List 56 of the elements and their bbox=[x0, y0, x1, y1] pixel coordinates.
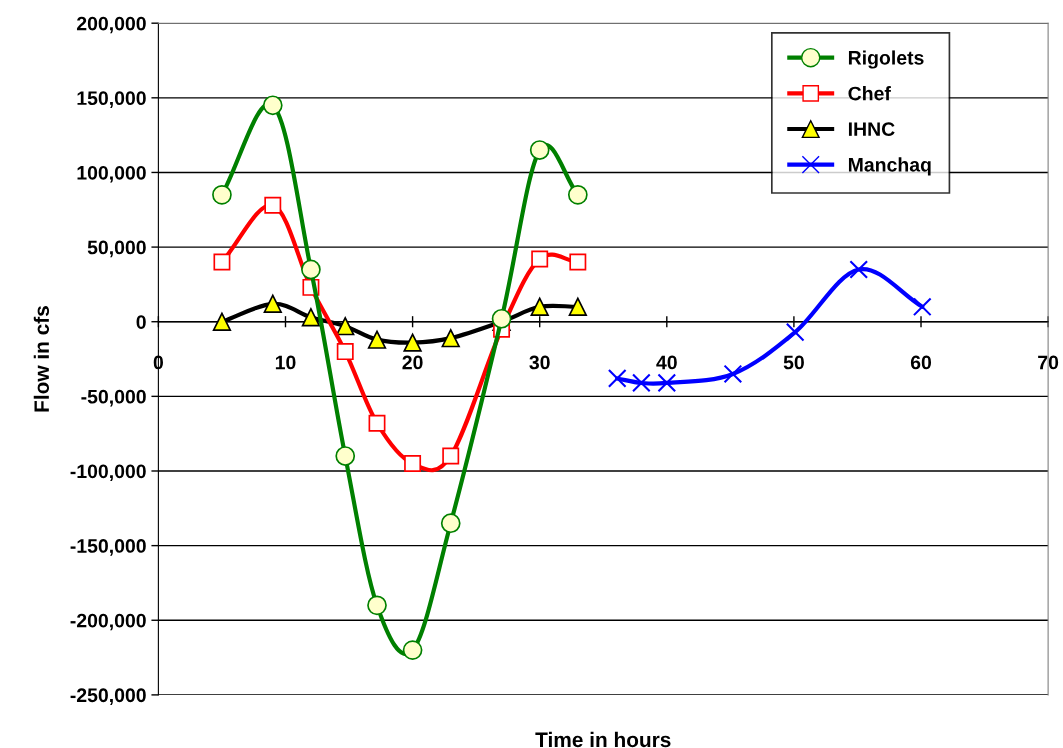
point bbox=[607, 369, 627, 388]
point bbox=[657, 373, 677, 393]
point bbox=[336, 317, 355, 336]
point bbox=[368, 414, 386, 432]
y-axis-title: Flow in cfs bbox=[33, 306, 50, 412]
y-tick-label: 100,000 bbox=[77, 165, 146, 183]
point bbox=[367, 595, 387, 616]
point bbox=[301, 259, 321, 280]
point bbox=[785, 322, 805, 342]
x-tick-label: 50 bbox=[783, 355, 804, 370]
legend-label: Chef bbox=[848, 86, 891, 101]
point bbox=[212, 312, 232, 331]
point bbox=[212, 184, 232, 205]
y-tick-label: -100,000 bbox=[70, 464, 146, 482]
y-tick-label: 200,000 bbox=[76, 16, 146, 34]
point bbox=[849, 260, 869, 279]
point bbox=[403, 333, 422, 352]
point bbox=[367, 330, 387, 349]
point bbox=[723, 364, 743, 384]
point bbox=[632, 373, 651, 393]
point bbox=[529, 140, 550, 160]
x-axis-title: Time in hours bbox=[535, 731, 671, 748]
point bbox=[404, 455, 422, 473]
point bbox=[569, 253, 587, 271]
point bbox=[335, 446, 356, 466]
y-tick-label: -150,000 bbox=[70, 539, 146, 556]
point bbox=[264, 196, 282, 214]
point bbox=[336, 343, 354, 361]
x-tick-label: 20 bbox=[402, 355, 423, 370]
point bbox=[531, 250, 549, 268]
point bbox=[442, 447, 460, 465]
x-tick-label: 10 bbox=[275, 355, 296, 370]
legend-label: Manchaq bbox=[848, 157, 931, 176]
y-tick-label: 50,000 bbox=[87, 240, 146, 258]
y-tick-label: -250,000 bbox=[70, 688, 146, 705]
y-tick-label: -50,000 bbox=[81, 389, 146, 407]
x-tick-label: 60 bbox=[910, 355, 932, 370]
point bbox=[912, 297, 932, 317]
legend-label: IHNC bbox=[848, 122, 895, 137]
point bbox=[441, 328, 460, 348]
point bbox=[263, 294, 282, 313]
point bbox=[440, 513, 461, 534]
point bbox=[568, 297, 588, 316]
y-tick-label: 150,000 bbox=[77, 91, 146, 108]
y-tick-label: 0 bbox=[136, 315, 146, 329]
point bbox=[567, 184, 588, 205]
x-tick-label: 40 bbox=[656, 355, 677, 370]
legend-label: Rigolets bbox=[848, 50, 924, 69]
y-tick-label: -200,000 bbox=[70, 613, 146, 631]
point bbox=[262, 95, 283, 116]
point bbox=[402, 640, 423, 660]
point bbox=[530, 297, 549, 316]
point bbox=[213, 253, 231, 271]
point bbox=[301, 308, 321, 327]
x-tick-label: 30 bbox=[529, 355, 550, 370]
x-tick-label: 70 bbox=[1038, 355, 1059, 370]
